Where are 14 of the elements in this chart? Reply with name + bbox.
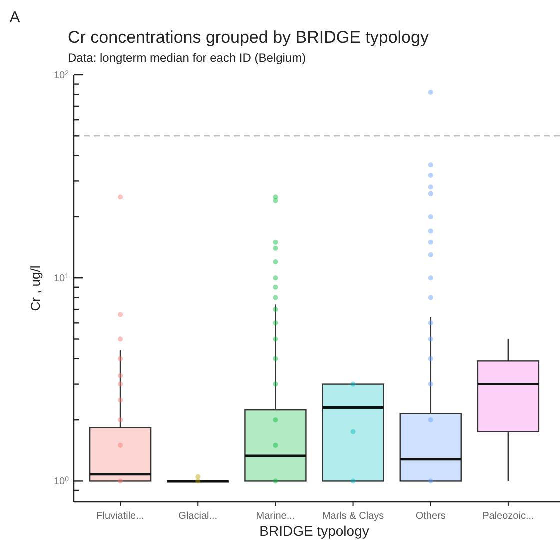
y-tick-label: 10$^{2}$: [54, 70, 70, 82]
chart-title: Cr concentrations grouped by BRIDGE typology: [68, 28, 430, 47]
y-tick-label: 10$^{0}$: [54, 476, 70, 488]
text: A: [10, 9, 20, 26]
x-tick-label: Paleozoic...: [482, 511, 534, 522]
y-axis-title: Cr , ug/l: [28, 266, 43, 312]
chart-subtitle: Data: longterm median for each ID (Belgium): [68, 51, 306, 65]
x-tick-label: Marls & Clays: [322, 511, 384, 522]
x-axis-title: BRIDGE typology: [260, 523, 370, 539]
x-tick-label: Others: [416, 511, 446, 522]
x-tick-label: Fluviatile...: [96, 511, 144, 522]
x-tick-label: Glacial...: [178, 511, 218, 522]
y-tick-label: 10$^{1}$: [54, 273, 70, 285]
x-tick-label: Marine...: [256, 511, 296, 522]
